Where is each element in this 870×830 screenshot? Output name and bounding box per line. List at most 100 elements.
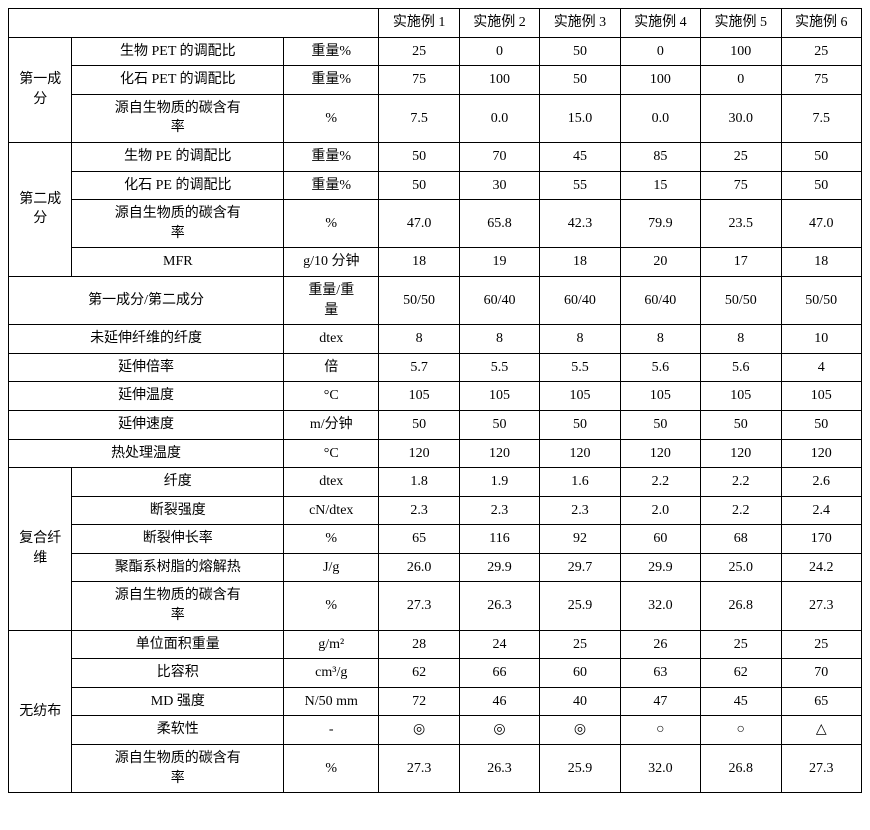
table-row: 源自生物质的碳含有率 % 7.5 0.0 15.0 0.0 30.0 7.5 xyxy=(9,94,862,142)
value-cell: 25 xyxy=(701,142,781,171)
value-cell: 25 xyxy=(540,630,620,659)
value-cell: ○ xyxy=(620,716,700,745)
value-cell: 50/50 xyxy=(379,276,459,324)
value-cell: 92 xyxy=(540,525,620,554)
value-cell: 120 xyxy=(781,439,862,468)
unit-cell: N/50 mm xyxy=(284,687,379,716)
unit-cell: dtex xyxy=(284,468,379,497)
param-label: 延伸温度 xyxy=(9,382,284,411)
data-table: 实施例 1 实施例 2 实施例 3 实施例 4 实施例 5 实施例 6 第一成分… xyxy=(8,8,862,793)
unit-cell: cN/dtex xyxy=(284,496,379,525)
col-ex1: 实施例 1 xyxy=(379,9,459,38)
table-row: 第一成分/第二成分 重量/重量 50/50 60/40 60/40 60/40 … xyxy=(9,276,862,324)
table-row: 化石 PE 的调配比 重量% 50 30 55 15 75 50 xyxy=(9,171,862,200)
param-label: 源自生物质的碳含有率 xyxy=(72,200,284,248)
value-cell: 170 xyxy=(781,525,862,554)
value-cell: 2.3 xyxy=(459,496,539,525)
value-cell: 60 xyxy=(540,659,620,688)
value-cell: 8 xyxy=(620,325,700,354)
unit-cell: g/10 分钟 xyxy=(284,248,379,277)
table-row: 比容积 cm³/g 62 66 60 63 62 70 xyxy=(9,659,862,688)
value-cell: 25.0 xyxy=(701,553,781,582)
unit-cell: 重量% xyxy=(284,171,379,200)
param-label: 生物 PET 的调配比 xyxy=(72,37,284,66)
value-cell: 45 xyxy=(540,142,620,171)
param-label: 单位面积重量 xyxy=(72,630,284,659)
value-cell: 60/40 xyxy=(540,276,620,324)
unit-cell: - xyxy=(284,716,379,745)
value-cell: 50 xyxy=(540,66,620,95)
unit-cell: 重量/重量 xyxy=(284,276,379,324)
value-cell: 120 xyxy=(379,439,459,468)
value-cell: 50/50 xyxy=(781,276,862,324)
unit-cell: % xyxy=(284,745,379,793)
value-cell: 7.5 xyxy=(781,94,862,142)
value-cell: 120 xyxy=(620,439,700,468)
value-cell: ○ xyxy=(701,716,781,745)
value-cell: 26.8 xyxy=(701,745,781,793)
unit-cell: 重量% xyxy=(284,142,379,171)
value-cell: 28 xyxy=(379,630,459,659)
table-row: 断裂伸长率 % 65 116 92 60 68 170 xyxy=(9,525,862,554)
value-cell: 26.3 xyxy=(459,745,539,793)
unit-cell: 重量% xyxy=(284,66,379,95)
param-label: 第一成分/第二成分 xyxy=(9,276,284,324)
value-cell: 27.3 xyxy=(781,582,862,630)
table-row: 源自生物质的碳含有率 % 27.3 26.3 25.9 32.0 26.8 27… xyxy=(9,582,862,630)
value-cell: 0 xyxy=(620,37,700,66)
value-cell: 5.6 xyxy=(620,353,700,382)
value-cell: 8 xyxy=(701,325,781,354)
value-cell: 2.2 xyxy=(620,468,700,497)
value-cell: 50 xyxy=(379,142,459,171)
value-cell: 5.5 xyxy=(459,353,539,382)
value-cell: 50 xyxy=(540,37,620,66)
value-cell: 18 xyxy=(781,248,862,277)
table-row: 第一成分 生物 PET 的调配比 重量% 25 0 50 0 100 25 xyxy=(9,37,862,66)
table-row: 聚酯系树脂的熔解热 J/g 26.0 29.9 29.7 29.9 25.0 2… xyxy=(9,553,862,582)
table-row: 热处理温度 °C 120 120 120 120 120 120 xyxy=(9,439,862,468)
value-cell: 100 xyxy=(459,66,539,95)
table-row: MD 强度 N/50 mm 72 46 40 47 45 65 xyxy=(9,687,862,716)
table-row: 延伸温度 °C 105 105 105 105 105 105 xyxy=(9,382,862,411)
param-label: 未延伸纤维的纤度 xyxy=(9,325,284,354)
unit-cell: % xyxy=(284,200,379,248)
value-cell: 23.5 xyxy=(701,200,781,248)
value-cell: 45 xyxy=(701,687,781,716)
value-cell: 5.7 xyxy=(379,353,459,382)
value-cell: 50 xyxy=(701,410,781,439)
param-label: 化石 PET 的调配比 xyxy=(72,66,284,95)
unit-cell: dtex xyxy=(284,325,379,354)
value-cell: 46 xyxy=(459,687,539,716)
value-cell: 27.3 xyxy=(781,745,862,793)
value-cell: 19 xyxy=(459,248,539,277)
table-row: 延伸倍率 倍 5.7 5.5 5.5 5.6 5.6 4 xyxy=(9,353,862,382)
param-label: 延伸倍率 xyxy=(9,353,284,382)
value-cell: 47.0 xyxy=(781,200,862,248)
value-cell: 0.0 xyxy=(620,94,700,142)
value-cell: 65 xyxy=(781,687,862,716)
value-cell: 2.4 xyxy=(781,496,862,525)
value-cell: 105 xyxy=(540,382,620,411)
table-row: 源自生物质的碳含有率 % 47.0 65.8 42.3 79.9 23.5 47… xyxy=(9,200,862,248)
value-cell: 60 xyxy=(620,525,700,554)
value-cell: 65 xyxy=(379,525,459,554)
value-cell: 8 xyxy=(540,325,620,354)
value-cell: 120 xyxy=(701,439,781,468)
param-label: 纤度 xyxy=(72,468,284,497)
value-cell: 27.3 xyxy=(379,582,459,630)
value-cell: 50 xyxy=(781,171,862,200)
table-row: 无纺布 单位面积重量 g/m² 28 24 25 26 25 25 xyxy=(9,630,862,659)
value-cell: 29.9 xyxy=(459,553,539,582)
value-cell: 50 xyxy=(459,410,539,439)
param-label: 源自生物质的碳含有率 xyxy=(72,94,284,142)
value-cell: 0 xyxy=(701,66,781,95)
param-label: 源自生物质的碳含有率 xyxy=(72,745,284,793)
value-cell: 105 xyxy=(701,382,781,411)
value-cell: 0 xyxy=(459,37,539,66)
value-cell: 50 xyxy=(379,410,459,439)
value-cell: 18 xyxy=(540,248,620,277)
group-comp2: 第二成分 xyxy=(9,142,72,276)
value-cell: 120 xyxy=(459,439,539,468)
value-cell: 1.6 xyxy=(540,468,620,497)
value-cell: 25 xyxy=(781,37,862,66)
